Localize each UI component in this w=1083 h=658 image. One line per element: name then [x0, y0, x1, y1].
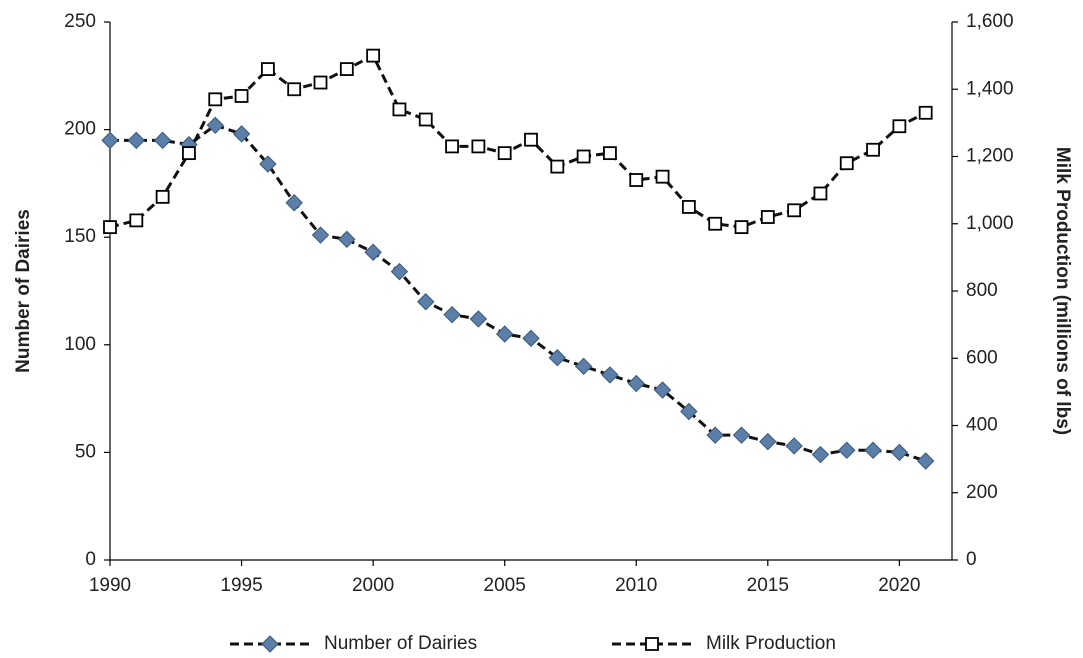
marker: [469, 310, 488, 328]
marker: [497, 146, 512, 161]
marker: [129, 213, 144, 228]
marker: [811, 445, 830, 464]
marker: [864, 441, 882, 459]
marker: [339, 62, 354, 76]
marker: [548, 349, 567, 367]
marker: [522, 329, 540, 348]
y2-tick-label: 600: [966, 347, 998, 368]
y2-tick-label: 1,600: [966, 11, 1014, 32]
marker: [645, 637, 659, 651]
marker: [495, 325, 514, 343]
marker: [206, 116, 224, 135]
y2-tick-label: 400: [966, 415, 998, 436]
marker: [390, 262, 409, 281]
marker: [892, 119, 907, 134]
series-line: [109, 53, 927, 229]
marker: [234, 89, 249, 103]
marker: [680, 402, 698, 421]
marker: [153, 131, 172, 150]
series-line: [110, 123, 927, 463]
marker: [259, 155, 277, 173]
marker: [208, 92, 223, 107]
y2-tick-label: 1,200: [966, 146, 1014, 167]
y2-tick-label: 0: [966, 549, 977, 570]
marker: [760, 210, 775, 224]
marker: [732, 426, 751, 444]
marker: [155, 189, 170, 204]
marker: [813, 186, 828, 201]
marker: [759, 432, 777, 451]
x-tick-label: 1995: [220, 575, 262, 596]
marker: [471, 139, 486, 154]
y-tick-label: 100: [64, 334, 96, 355]
marker: [734, 220, 749, 235]
y-tick-label: 150: [64, 226, 96, 247]
marker: [392, 102, 407, 117]
x-tick-label: 1990: [89, 575, 131, 596]
y-tick-label: 50: [75, 441, 96, 462]
marker: [285, 194, 303, 212]
marker: [127, 131, 146, 150]
marker: [524, 132, 538, 147]
x-tick-label: 2010: [615, 575, 657, 596]
marker: [443, 305, 461, 324]
marker: [866, 142, 880, 157]
marker: [681, 200, 696, 214]
marker: [629, 173, 644, 187]
marker: [445, 139, 459, 154]
marker: [313, 75, 328, 90]
y-tick-label: 250: [64, 11, 96, 32]
marker: [838, 441, 856, 459]
marker: [287, 82, 302, 97]
marker: [364, 243, 382, 261]
marker: [101, 131, 119, 150]
marker: [261, 635, 279, 653]
marker: [655, 169, 670, 184]
marker: [182, 146, 196, 161]
y2-tick-label: 800: [966, 280, 998, 301]
marker: [338, 230, 356, 249]
y-axis-title: Number of Dairies: [13, 209, 34, 373]
marker: [653, 381, 672, 399]
marker: [103, 220, 117, 235]
marker: [418, 112, 433, 127]
marker: [550, 159, 565, 174]
marker: [706, 426, 724, 444]
marker: [576, 149, 591, 164]
marker: [574, 357, 593, 376]
marker: [918, 105, 933, 120]
marker: [839, 156, 854, 171]
y-tick-label: 200: [64, 119, 96, 140]
x-tick-label: 2015: [747, 575, 789, 596]
legend-label: Number of Dairies: [324, 633, 477, 654]
marker: [785, 437, 803, 455]
marker: [890, 443, 909, 462]
y2-axis-title: Milk Production (millions of lbs): [1052, 147, 1073, 435]
legend-label: Milk Production: [706, 633, 836, 654]
marker: [627, 374, 645, 393]
marker: [787, 203, 802, 218]
marker: [366, 48, 381, 63]
y2-tick-label: 1,000: [966, 213, 1014, 234]
marker: [708, 216, 723, 231]
x-tick-label: 2000: [352, 575, 394, 596]
y2-tick-label: 200: [966, 482, 998, 503]
marker: [603, 146, 617, 161]
marker: [232, 125, 251, 143]
marker: [260, 62, 275, 76]
marker: [311, 226, 330, 244]
marker: [916, 452, 935, 470]
marker: [601, 366, 619, 384]
x-tick-label: 2005: [484, 575, 526, 596]
y-tick-label: 0: [85, 549, 96, 570]
marker: [417, 293, 435, 311]
x-tick-label: 2020: [878, 575, 920, 596]
y2-tick-label: 1,400: [966, 78, 1014, 99]
